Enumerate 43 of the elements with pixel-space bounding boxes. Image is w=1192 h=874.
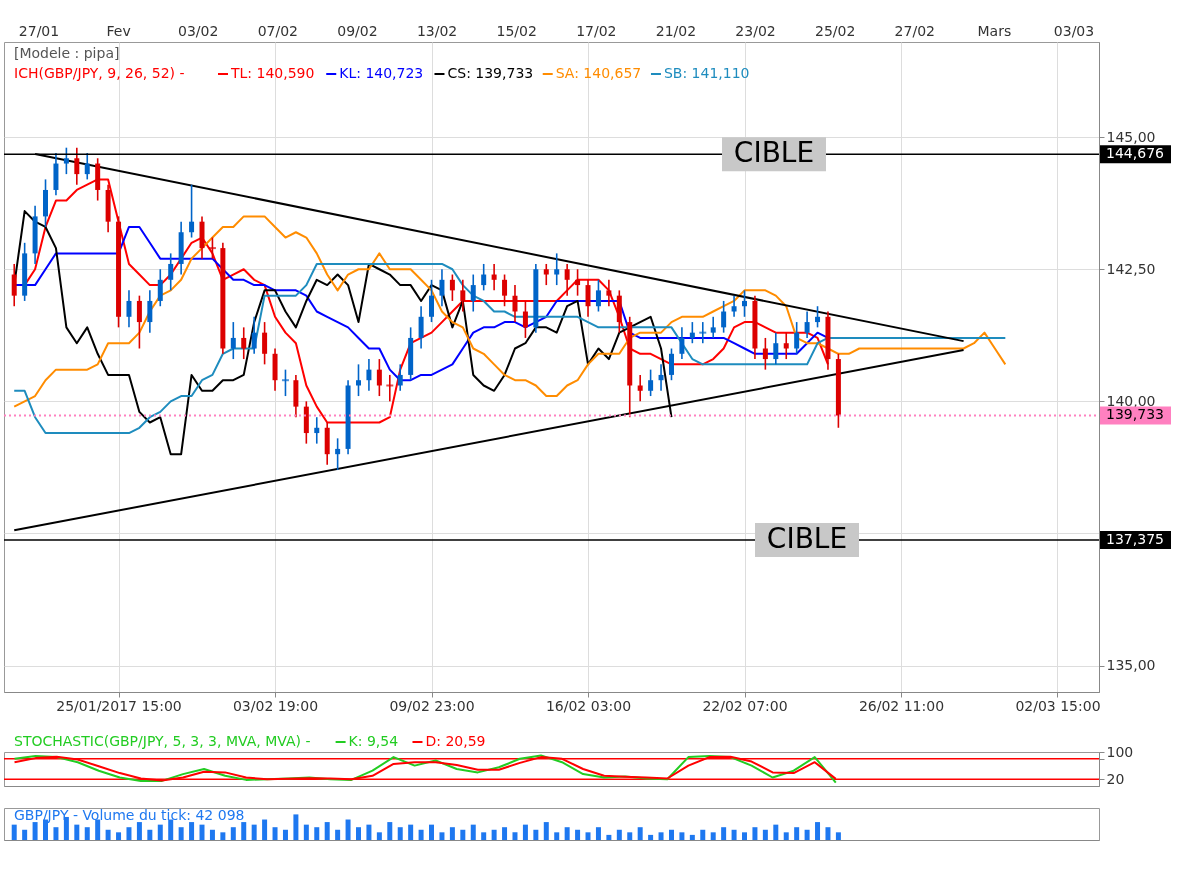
x-tick-label: 25/01/2017 15:00 (56, 697, 182, 714)
ref-line-label: 137,375 (1106, 531, 1164, 548)
legend-label: SA: 140,657 (555, 65, 642, 81)
text: Mars (977, 23, 1012, 39)
text: 15/02 (496, 23, 537, 39)
text: 03/03 (1053, 23, 1095, 39)
text: Fev (106, 23, 131, 39)
text: 23/02 (735, 23, 776, 39)
ref-line-label: 144,676 (1106, 145, 1165, 162)
text: 09/02 (337, 23, 378, 39)
text: 21/02 (655, 23, 697, 39)
legend-label: KL: 140,723 (339, 65, 424, 81)
ref-line-label: 139,733 (1106, 406, 1164, 423)
text: 13/02 (416, 23, 458, 39)
y-tick-label: 100 (1106, 743, 1134, 760)
x-tick-label: 02/03 15:00 (1015, 697, 1101, 714)
text: 17/02 (576, 23, 617, 39)
text: ICH(GBP/JPY, 9, 26, 52) - (14, 65, 185, 81)
text: 03/02 (178, 23, 219, 39)
x-tick-label: 16/02 03:00 (545, 697, 632, 714)
legend-label: K: 9,54 (348, 733, 399, 749)
chart-title: GBP/JPY - Volume du tick: 42 098 (14, 807, 245, 823)
legend-label: CS: 139,733 (447, 65, 534, 81)
x-tick-label: 26/02 11:00 (858, 697, 945, 714)
y-tick-label: 145,00 (1106, 128, 1156, 145)
chart-title: [Modele : pipa] (14, 45, 120, 61)
annotation: CIBLE (733, 136, 815, 170)
annotation: CIBLE (766, 522, 848, 556)
text: 25/02 (814, 23, 856, 39)
x-tick-label: 22/02 07:00 (702, 697, 788, 714)
text: 27/01 (18, 23, 60, 39)
text: 07/02 (257, 23, 299, 39)
y-tick-label: 140,00 (1106, 392, 1156, 409)
x-tick-label: 09/02 23:00 (389, 697, 475, 714)
x-tick-label: 03/02 19:00 (232, 697, 319, 714)
y-tick-label: 135,00 (1106, 657, 1156, 674)
chart-title: STOCHASTIC(GBP/JPY, 5, 3, 3, MVA, MVA) - (14, 733, 311, 749)
legend-label: D: 20,59 (425, 733, 486, 749)
y-tick-label: 20 (1106, 770, 1125, 787)
legend-label: SB: 141,110 (663, 65, 750, 81)
y-tick-label: 142,50 (1106, 260, 1156, 277)
legend-label: TL: 140,590 (230, 65, 315, 81)
text: 27/02 (894, 23, 935, 39)
